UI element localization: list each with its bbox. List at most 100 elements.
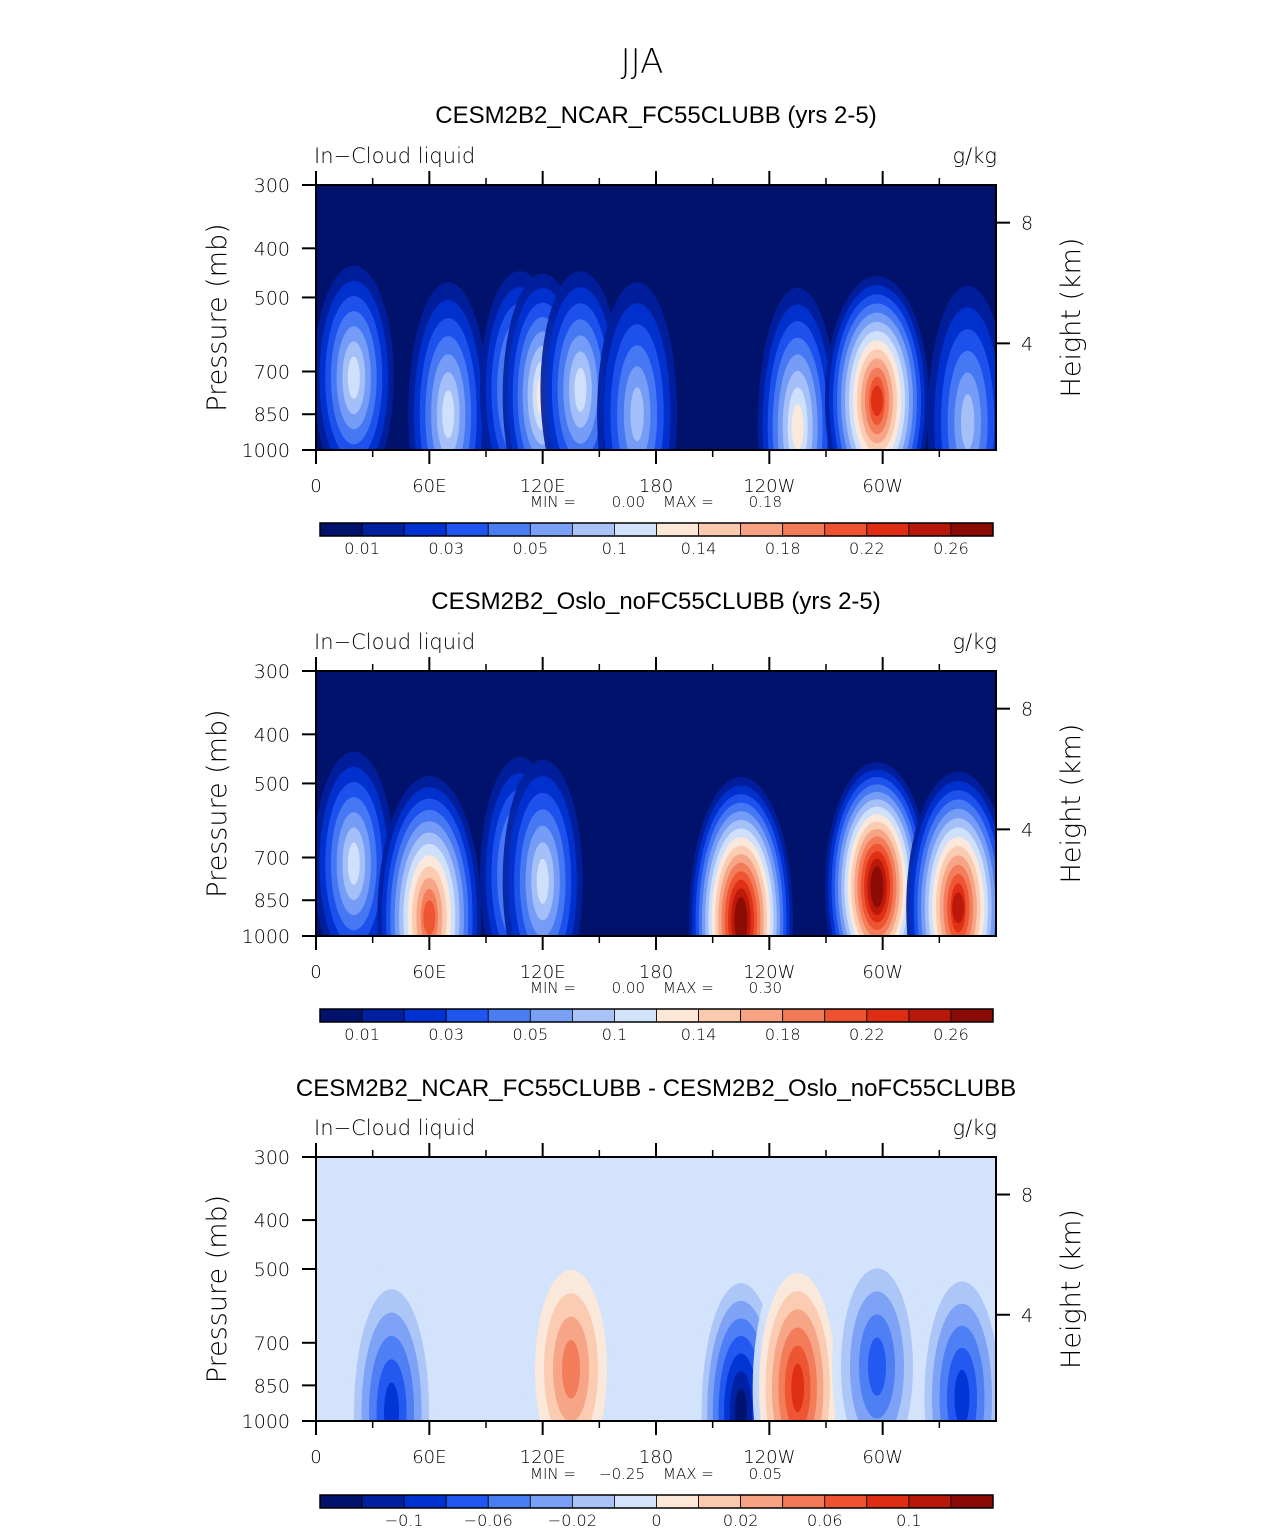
colorbar-swatch [571, 522, 615, 537]
contour-feature-2 [562, 1339, 580, 1399]
colorbar-swatch [908, 522, 952, 537]
y-tick-label: 400 [254, 724, 290, 746]
colorbar-swatch [740, 1008, 784, 1023]
colorbar-frame [319, 1008, 994, 1023]
panel-title: CESM2B2_NCAR_FC55CLUBB - CESM2B2_Oslo_no… [296, 1075, 1016, 1102]
figure-title: JJA [621, 42, 664, 82]
contour-feature-8 [871, 385, 883, 417]
colorbar-swatch [698, 1008, 742, 1023]
max-value: 0.30 [749, 979, 782, 997]
colorbar-swatch [487, 1008, 531, 1023]
contour-feature-2 [442, 390, 455, 439]
panel-title: CESM2B2_Oslo_noFC55CLUBB (yrs 2-5) [431, 588, 881, 615]
min-label: MIN = [530, 979, 576, 997]
colorbar-swatch [782, 1494, 826, 1509]
units-label: g/kg [953, 144, 997, 168]
x-tick-label: 0 [310, 1447, 321, 1468]
y-tick-label: 700 [254, 361, 290, 383]
colorbar-swatch [866, 1008, 910, 1023]
colorbar-swatch [571, 1494, 615, 1509]
y-axis-title: Pressure (mb) [202, 223, 233, 411]
plot-area [316, 1157, 996, 1421]
contour-feature-6 [630, 387, 644, 442]
y2-tick-label: 8 [1021, 1185, 1033, 1207]
y-tick-label: 300 [254, 1147, 290, 1169]
x-tick-label: 180 [639, 476, 673, 497]
colorbar-swatch [614, 522, 657, 537]
plot-area [316, 185, 996, 450]
colorbar-swatch [782, 1008, 826, 1023]
x-tick-label: 0 [310, 476, 321, 497]
colorbar-label: 0.06 [807, 1511, 843, 1530]
colorbar-label: 0.14 [681, 1025, 717, 1044]
colorbar-swatch [319, 522, 363, 537]
colorbar-label: 0.22 [849, 539, 885, 558]
colorbar-label: 0.05 [513, 1025, 549, 1044]
x-tick-label: 180 [639, 1447, 673, 1468]
contour-feature-6 [868, 1337, 886, 1396]
colorbar-swatch [614, 1008, 657, 1023]
x-tick-label: 60E [412, 962, 446, 983]
max-value: 0.18 [749, 493, 782, 511]
colorbar-swatch [782, 522, 826, 537]
field-label: In−Cloud liquid [314, 630, 475, 654]
y-axis-title: Pressure (mb) [202, 1195, 233, 1383]
colorbar-swatch [656, 522, 699, 537]
x-tick-label: 120W [743, 962, 795, 983]
y-tick-label: 500 [254, 1259, 290, 1281]
colorbar-label: 0 [651, 1511, 661, 1530]
x-tick-label: 120E [520, 476, 566, 497]
colorbar-label: −0.1 [385, 1511, 424, 1530]
y-tick-label: 1000 [242, 1411, 290, 1433]
y2-tick-label: 8 [1021, 699, 1033, 721]
contour-feature-5 [574, 367, 587, 412]
colorbar-swatch [571, 1008, 615, 1023]
colorbar-swatch [529, 1008, 573, 1023]
y-tick-label: 500 [254, 287, 290, 309]
colorbar-swatch [403, 522, 447, 537]
max-value: 0.05 [749, 1465, 782, 1483]
units-label: g/kg [953, 1116, 997, 1140]
colorbar-swatch [656, 1008, 699, 1023]
colorbar-label: 0.01 [344, 1025, 380, 1044]
colorbar-swatch [950, 1008, 994, 1023]
contour-feature-1 [384, 1382, 400, 1421]
colorbar-swatch [529, 522, 573, 537]
colorbar-swatch [319, 1494, 363, 1509]
contour-feature-5 [734, 896, 748, 936]
chart-panel-3: CESM2B2_NCAR_FC55CLUBB - CESM2B2_Oslo_no… [202, 1075, 1087, 1530]
colorbar-label: 0.05 [513, 539, 549, 558]
colorbar-swatch [445, 1494, 489, 1509]
colorbar-swatch [656, 1494, 699, 1509]
colorbar-label: 0.26 [933, 1025, 969, 1044]
colorbar-label: 0.18 [765, 539, 801, 558]
x-tick-label: 120W [743, 476, 795, 497]
colorbar-swatch [740, 1494, 784, 1509]
y-tick-label: 500 [254, 773, 290, 795]
colorbar-swatch [529, 1494, 573, 1509]
colorbar-swatch [950, 522, 994, 537]
colorbar-label: 0.14 [681, 539, 717, 558]
colorbar-label: 0.18 [765, 1025, 801, 1044]
colorbar-swatch [487, 522, 531, 537]
x-tick-label: 120E [520, 1447, 566, 1468]
y-tick-label: 1000 [242, 440, 290, 462]
colorbar-swatch [445, 522, 489, 537]
y-tick-label: 700 [254, 847, 290, 869]
y-tick-label: 300 [254, 175, 290, 197]
field-label: In−Cloud liquid [314, 1116, 475, 1140]
y-tick-label: 850 [254, 404, 290, 426]
y2-tick-label: 4 [1021, 819, 1033, 841]
colorbar-swatch [403, 1494, 447, 1509]
x-tick-label: 60E [412, 1447, 446, 1468]
y-tick-label: 850 [254, 1375, 290, 1397]
y-tick-label: 400 [254, 238, 290, 260]
y-tick-label: 700 [254, 1333, 290, 1355]
max-label: MAX = [663, 493, 714, 511]
colorbar-frame [319, 1494, 994, 1509]
colorbar-label: −0.06 [464, 1511, 513, 1530]
contour-feature-4 [536, 858, 549, 904]
x-tick-label: 60W [862, 1447, 903, 1468]
colorbar-swatch [361, 1494, 405, 1509]
